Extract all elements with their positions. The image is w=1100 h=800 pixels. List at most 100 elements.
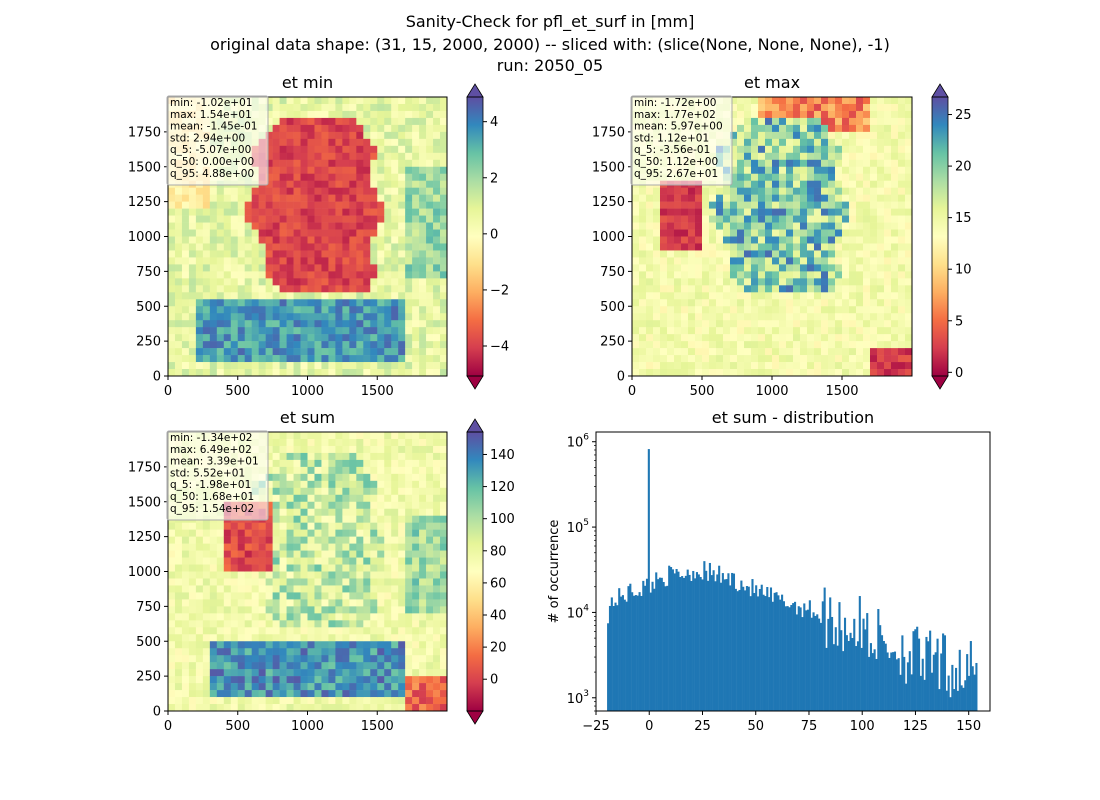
histogram-bar <box>918 638 921 711</box>
histogram-bar <box>742 586 745 711</box>
histogram-bar <box>819 622 823 711</box>
x-tick-label: 1000 <box>291 384 324 399</box>
histogram-bar <box>960 685 963 711</box>
histogram-bar <box>697 574 700 711</box>
y-tick-label: 0 <box>617 370 625 385</box>
histogram-bar <box>897 658 900 711</box>
histogram-bar <box>805 610 808 711</box>
histogram-bar <box>951 664 954 711</box>
stats-box-frame <box>166 430 269 521</box>
histogram-bar <box>794 601 797 711</box>
histogram-bar <box>714 581 717 711</box>
histogram-bar <box>758 588 761 711</box>
colorbar-tick-label: 4 <box>490 115 498 130</box>
histogram-bar <box>912 631 915 711</box>
histogram-bar <box>795 614 798 711</box>
x-tick-label: 1000 <box>291 719 324 734</box>
histogram-bar <box>760 584 763 711</box>
histogram-panel: et sum - distribution −25 0 25 50 75 100 125 150… <box>547 408 991 734</box>
x-tick-label: 125 <box>903 719 928 734</box>
histogram-bar <box>620 596 623 711</box>
histogram-bar <box>675 569 678 711</box>
histogram-bar <box>851 637 854 711</box>
histogram-bar <box>710 575 713 711</box>
histogram-bar <box>971 666 974 711</box>
histogram-bar <box>899 674 902 711</box>
histogram-bar <box>953 689 956 711</box>
histogram-bar <box>784 606 787 711</box>
histogram-bar <box>636 595 639 711</box>
histogram-bar <box>745 586 748 711</box>
histogram-bar <box>647 449 650 711</box>
colorbar: 0 5 10 15 20 25 <box>931 83 972 390</box>
histogram-bar <box>621 595 624 711</box>
histogram-bar <box>749 596 752 711</box>
histogram-bar <box>670 567 673 711</box>
histogram-bar <box>653 588 656 711</box>
histogram-bar <box>940 653 943 711</box>
histogram-bar <box>688 574 691 711</box>
colorbar: −4 −2 0 2 4 <box>466 83 509 390</box>
y-tick-label: 106 <box>567 433 590 451</box>
histogram-bar <box>707 580 710 711</box>
histogram-bar <box>955 667 958 711</box>
histogram-bar <box>781 594 784 711</box>
histogram-bar <box>895 659 898 711</box>
y-tick-label: 104 <box>567 603 590 621</box>
histogram-bar <box>645 578 649 711</box>
histogram-bar <box>864 629 867 711</box>
x-tick-label: 150 <box>956 719 981 734</box>
histogram-bar <box>862 618 865 711</box>
histogram-bar <box>836 645 839 711</box>
histogram-bar <box>740 580 743 711</box>
histogram-bar <box>677 571 680 711</box>
histogram-bar <box>690 580 693 711</box>
histogram-bar <box>884 643 887 711</box>
histogram-bar <box>806 609 810 711</box>
histogram-bar <box>773 592 776 711</box>
histogram-bar <box>708 562 711 711</box>
stats-line: q_50: 1.12e+00 <box>634 156 718 168</box>
histogram-bar <box>834 627 837 711</box>
histogram-bar <box>890 652 893 711</box>
histogram-bar <box>808 600 811 711</box>
histogram-bar <box>766 587 769 711</box>
panel-title: et min <box>282 73 333 92</box>
histogram-bar <box>662 581 665 711</box>
histogram-bar <box>823 587 826 711</box>
colorbar-tick-label: −2 <box>490 283 509 298</box>
histogram-bar <box>810 617 813 711</box>
histogram-bar <box>936 638 939 711</box>
histogram-bar <box>919 675 922 711</box>
histogram-bar <box>842 651 845 711</box>
y-tick-label: 250 <box>136 670 161 685</box>
histogram-bar <box>616 605 619 711</box>
histogram-bar <box>725 579 728 711</box>
histogram-bar <box>877 609 880 711</box>
histogram-bar <box>618 588 621 711</box>
histogram-bar <box>692 570 695 711</box>
x-tick-label: 500 <box>225 719 250 734</box>
stats-line: q_95: 4.88e+00 <box>170 168 254 180</box>
histogram-bar <box>607 623 610 711</box>
colorbar-tick-label: 140 <box>490 448 515 463</box>
x-tick-label: 50 <box>747 719 764 734</box>
histogram-bar <box>831 616 834 711</box>
stats-line: min: -1.34e+02 <box>170 432 252 444</box>
histogram-bar <box>612 606 615 711</box>
x-tick-label: −25 <box>582 719 609 734</box>
histogram-bar <box>684 575 687 711</box>
y-tick-label: 500 <box>136 635 161 650</box>
y-tick-label: 500 <box>600 300 625 315</box>
y-tick-label: 500 <box>136 300 161 315</box>
stats-line: std: 5.52e+01 <box>170 467 245 479</box>
histogram-bar <box>642 580 645 711</box>
stats-line: max: 1.54e+01 <box>170 109 252 121</box>
colorbar: 0 20 40 60 80 100 120 140 <box>466 418 515 725</box>
histogram-bar <box>779 599 782 711</box>
x-tick-label: 0 <box>164 384 172 399</box>
histogram-bar <box>929 630 932 711</box>
histogram-bar <box>727 573 730 711</box>
